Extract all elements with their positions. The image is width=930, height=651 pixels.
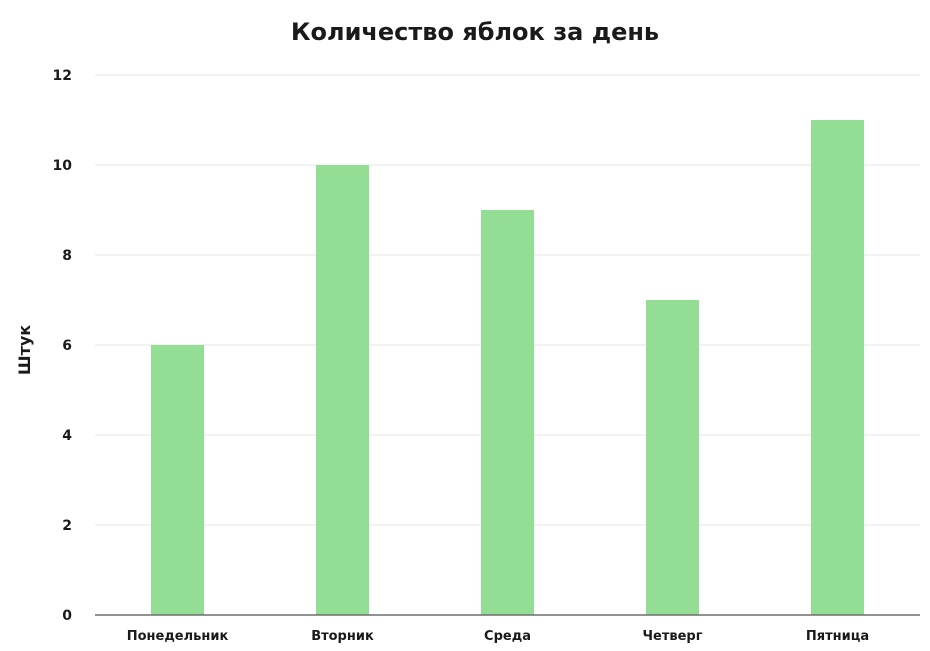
y-tick-label: 2 [62,518,72,534]
y-axis-label: Штук [15,325,34,375]
bar-0 [151,345,204,615]
y-tick-label: 10 [53,158,73,174]
bar-4 [811,120,864,615]
chart-title: Количество яблок за день [291,18,659,46]
bar-2 [481,210,534,615]
bar-3 [646,300,699,615]
bars [151,120,864,615]
x-axis-categories: Понедельник Вторник Среда Четверг Пятница [127,629,869,644]
x-category-label: Вторник [311,629,374,644]
y-tick-label: 6 [62,338,72,354]
x-category-label: Понедельник [127,629,229,644]
y-tick-label: 0 [62,608,72,624]
y-tick-label: 4 [62,428,72,444]
y-tick-label: 12 [53,68,72,84]
x-category-label: Среда [484,629,531,644]
bar-1 [316,165,369,615]
x-category-label: Четверг [643,629,703,644]
y-tick-label: 8 [62,248,72,264]
x-category-label: Пятница [806,629,869,644]
y-axis-ticks: 0 2 4 6 8 10 12 [53,68,73,624]
